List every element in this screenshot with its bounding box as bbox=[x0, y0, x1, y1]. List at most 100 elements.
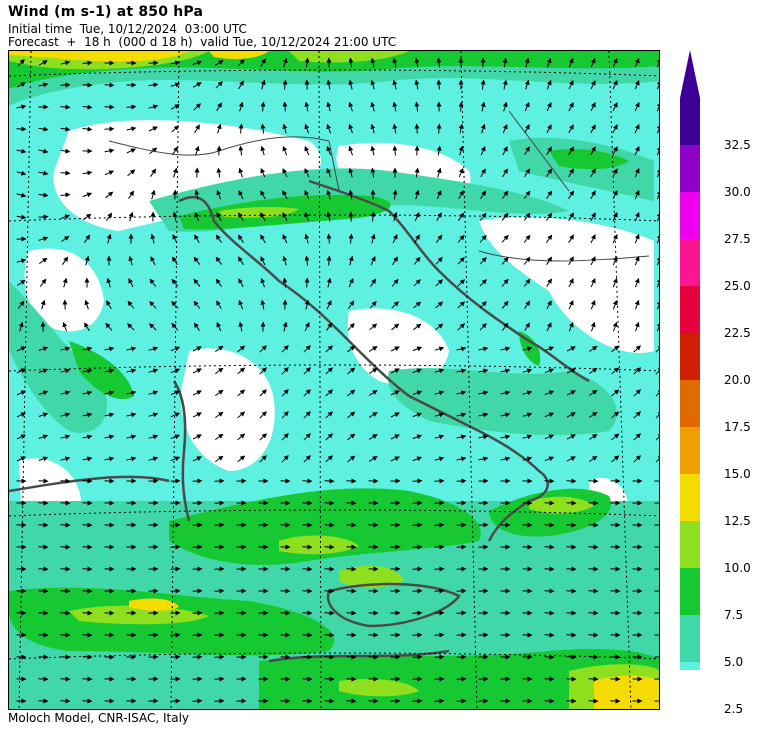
wind-arrow bbox=[611, 345, 620, 353]
wind-arrow bbox=[17, 58, 25, 67]
wind-arrow bbox=[192, 412, 202, 418]
wind-arrow bbox=[216, 300, 222, 310]
wind-arrow bbox=[370, 57, 376, 68]
wind-arrow bbox=[238, 321, 244, 332]
wind-arrow bbox=[326, 299, 332, 310]
wind-arrow bbox=[501, 322, 509, 331]
wind-arrow bbox=[303, 389, 311, 397]
wind-arrow bbox=[457, 234, 465, 243]
wind-arrow bbox=[106, 233, 112, 244]
wind-arrow bbox=[16, 104, 27, 110]
wind-arrow bbox=[546, 124, 552, 134]
wind-arrow bbox=[589, 411, 598, 418]
wind-arrow bbox=[60, 390, 71, 396]
wind-arrow bbox=[456, 390, 467, 396]
colorbar-swatch bbox=[680, 662, 700, 709]
wind-arrow bbox=[634, 145, 640, 156]
wind-arrow bbox=[589, 367, 598, 374]
wind-arrow bbox=[170, 82, 181, 88]
wind-arrow bbox=[414, 189, 420, 200]
wind-arrow bbox=[215, 256, 223, 265]
colorbar-tick-label: 15.0 bbox=[724, 467, 751, 481]
wind-arrow bbox=[281, 389, 289, 397]
wind-arrow bbox=[348, 57, 354, 68]
wind-arrow bbox=[148, 104, 159, 110]
wind-arrow bbox=[192, 346, 202, 352]
wind-arrow bbox=[457, 279, 466, 287]
wind-arrow bbox=[106, 277, 112, 288]
wind-arrow bbox=[148, 346, 159, 352]
wind-arrow bbox=[148, 412, 159, 418]
wind-arrow bbox=[370, 145, 376, 156]
wind-arrow bbox=[127, 300, 135, 309]
wind-arrow bbox=[281, 455, 289, 463]
wind-arrow bbox=[590, 321, 596, 332]
wind-arrow bbox=[500, 434, 511, 440]
colorbar-swatch bbox=[680, 98, 700, 145]
wind-arrow bbox=[612, 57, 618, 68]
wind-arrow bbox=[304, 189, 310, 200]
wind-arrow bbox=[634, 255, 640, 266]
wind-arrow bbox=[40, 299, 46, 310]
wind-arrow bbox=[456, 368, 467, 374]
wind-arrow bbox=[193, 322, 200, 331]
wind-arrow bbox=[237, 433, 246, 441]
wind-arrow bbox=[126, 412, 137, 418]
wind-arrow bbox=[104, 434, 115, 440]
wind-arrow bbox=[612, 146, 618, 156]
wind-arrow bbox=[238, 190, 244, 200]
wind-arrow bbox=[436, 167, 442, 178]
wind-arrow bbox=[458, 167, 464, 178]
wind-arrow bbox=[326, 277, 332, 288]
wind-arrow bbox=[589, 433, 598, 440]
wind-arrow bbox=[304, 123, 310, 134]
wind-arrow bbox=[480, 123, 486, 134]
wind-arrow bbox=[523, 278, 531, 287]
colorbar-swatch bbox=[680, 333, 700, 380]
colorbar-swatch bbox=[680, 145, 700, 192]
wind-arrow bbox=[634, 57, 640, 68]
wind-arrow bbox=[414, 123, 420, 134]
wind-arrow bbox=[524, 57, 530, 68]
wind-arrow bbox=[60, 412, 71, 418]
wind-arrow bbox=[412, 346, 423, 352]
wind-arrow bbox=[412, 434, 423, 440]
wind-arrow bbox=[656, 211, 659, 222]
wind-arrow bbox=[368, 368, 378, 374]
wind-arrow bbox=[589, 345, 598, 352]
wind-arrow bbox=[590, 146, 596, 156]
wind-arrow bbox=[282, 321, 288, 332]
wind-arrow bbox=[238, 299, 244, 310]
wind-arrow bbox=[611, 455, 620, 463]
wind-arrow bbox=[436, 212, 442, 222]
wind-arrow bbox=[391, 301, 400, 309]
wind-arrow bbox=[546, 79, 552, 90]
wind-arrow bbox=[348, 255, 354, 266]
wind-arrow bbox=[522, 368, 533, 374]
wind-arrow bbox=[414, 234, 420, 244]
wind-arrow bbox=[304, 167, 310, 178]
wind-arrow bbox=[348, 167, 354, 178]
wind-arrow bbox=[568, 278, 574, 288]
wind-arrow bbox=[368, 434, 378, 440]
wind-arrow bbox=[237, 59, 245, 67]
colorbar-swatch bbox=[680, 380, 700, 427]
wind-arrow bbox=[456, 346, 467, 352]
wind-arrow bbox=[172, 211, 178, 222]
wind-arrow bbox=[82, 170, 93, 176]
colorbar-tick-label: 32.5 bbox=[724, 138, 751, 152]
wind-arrow bbox=[148, 390, 159, 396]
wind-arrow bbox=[106, 300, 112, 310]
wind-arrow bbox=[38, 82, 49, 88]
wind-arrow bbox=[238, 145, 244, 156]
wind-arrow bbox=[38, 456, 49, 462]
wind-arrow bbox=[522, 346, 533, 352]
wind-arrow bbox=[104, 412, 115, 418]
wind-map bbox=[8, 50, 660, 710]
wind-arrow bbox=[456, 412, 467, 418]
wind-arrow bbox=[215, 455, 224, 463]
wind-arrow bbox=[634, 189, 640, 200]
colorbar-tick-label: 5.0 bbox=[724, 655, 744, 669]
wind-arrow bbox=[215, 389, 224, 397]
wind-arrow bbox=[16, 82, 26, 88]
